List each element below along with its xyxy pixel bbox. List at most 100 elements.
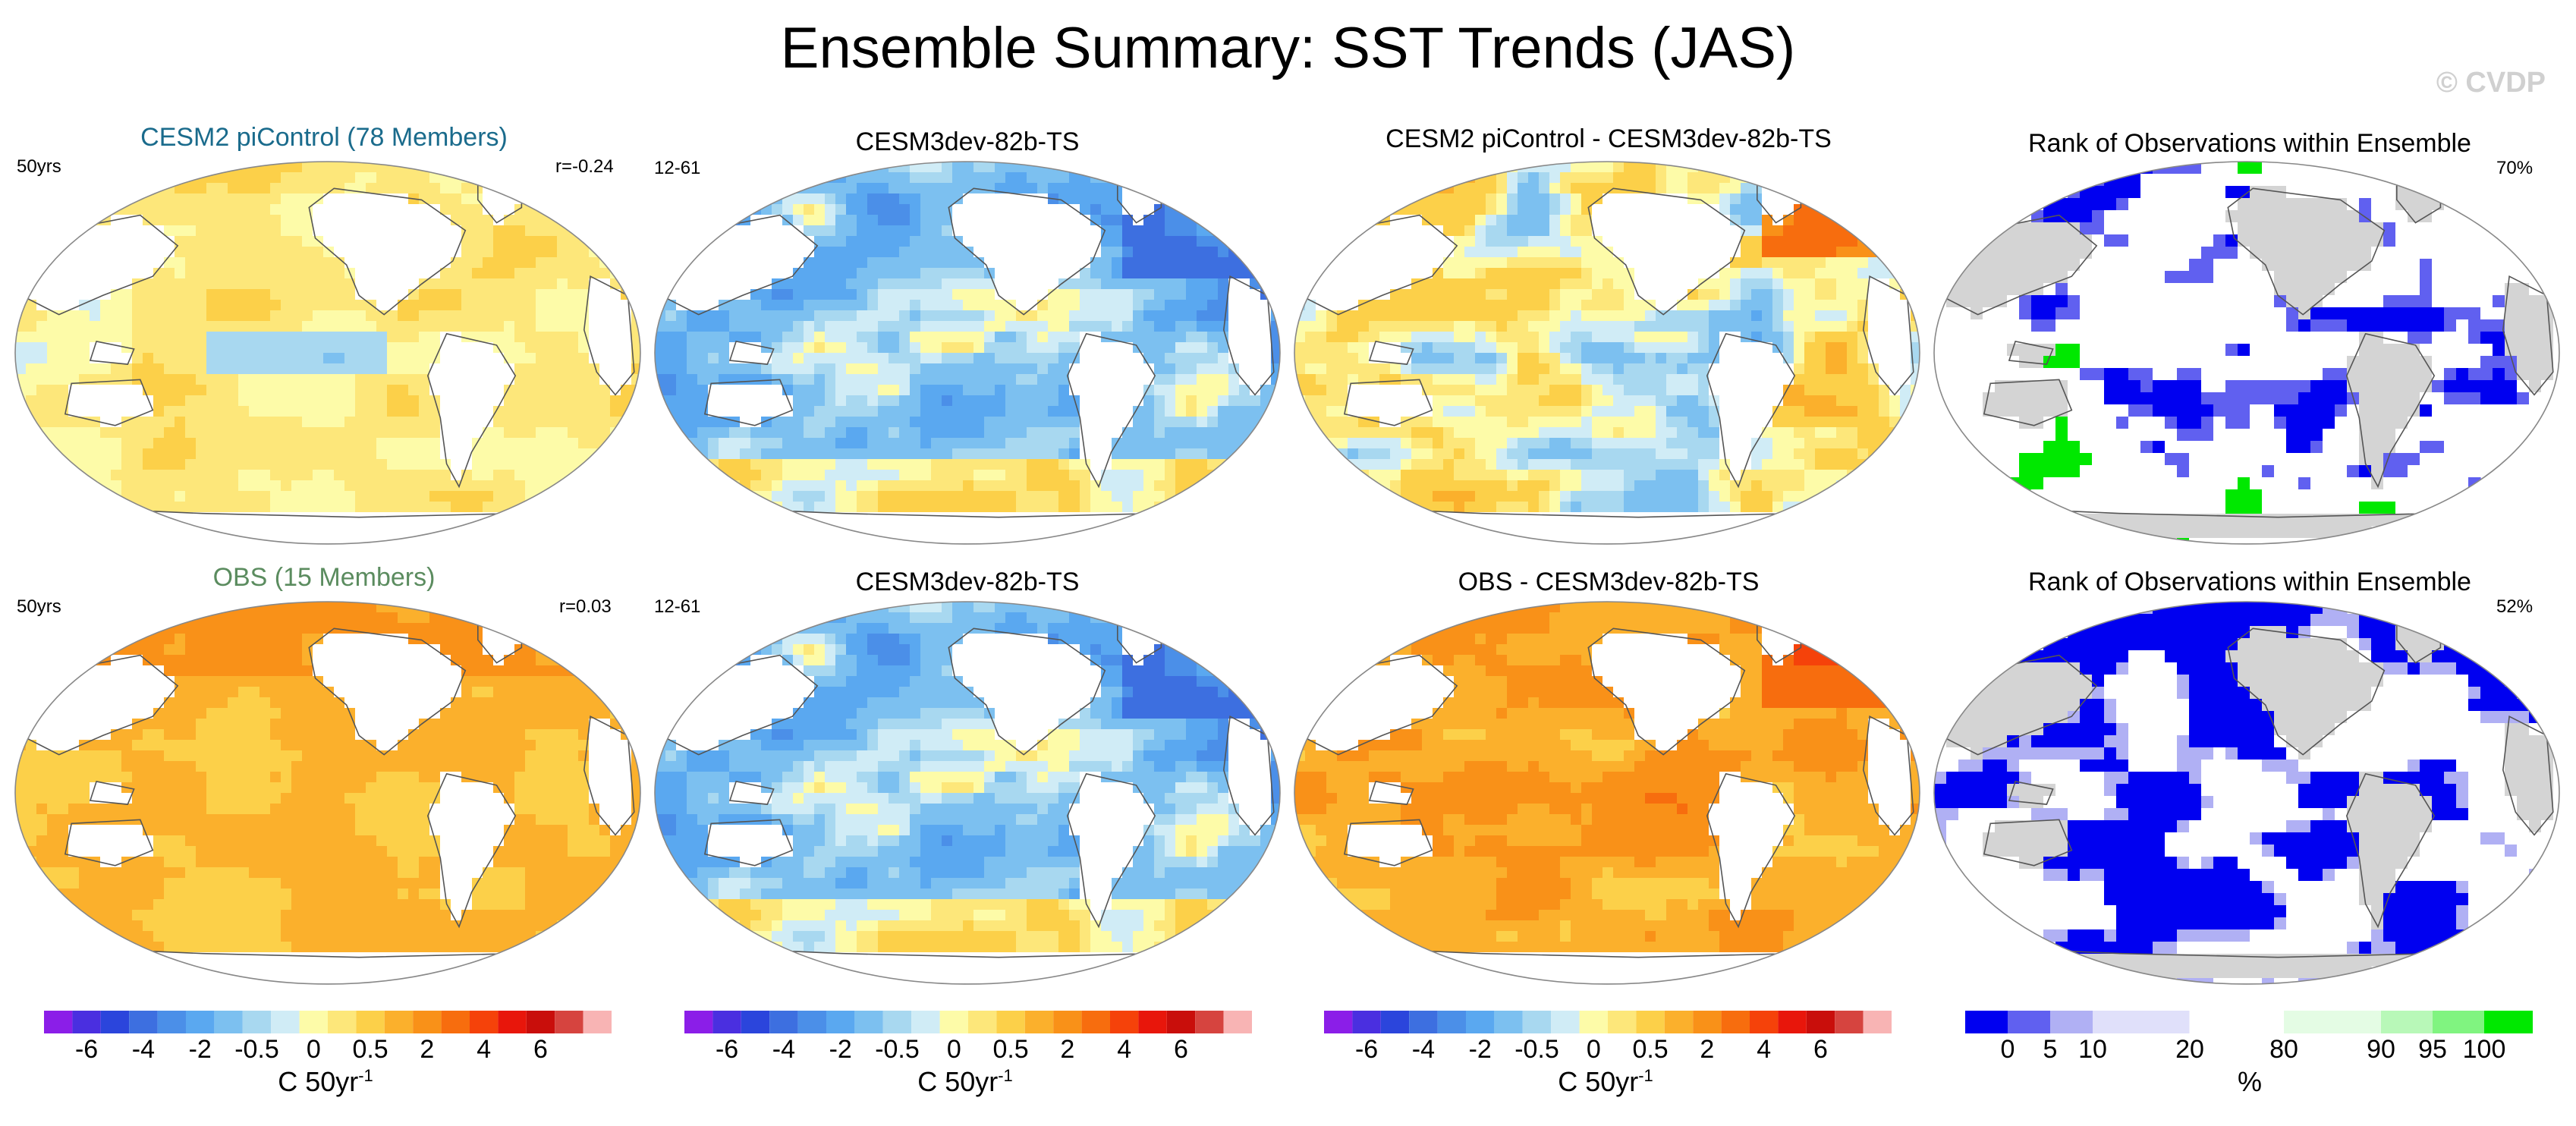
map-cell — [719, 247, 730, 258]
map-cell — [1037, 395, 1049, 407]
map-cell — [1698, 193, 1709, 205]
map-cell — [143, 363, 154, 375]
map-cell — [761, 236, 772, 247]
map-cell — [1475, 374, 1486, 385]
map-cell — [249, 257, 260, 269]
map-cell — [1218, 427, 1229, 439]
map-cell — [568, 278, 579, 290]
map-cell — [1433, 406, 1444, 417]
map-cell — [175, 204, 186, 215]
map-cell — [1826, 268, 1837, 279]
map-cell — [536, 215, 547, 226]
map-cell — [408, 438, 420, 449]
map-cell — [1401, 300, 1412, 311]
map-cell — [782, 353, 794, 364]
map-cell — [1401, 321, 1412, 332]
map-cell — [793, 470, 804, 481]
map-cell — [1783, 363, 1794, 375]
map-cell — [408, 257, 420, 269]
map-cell — [1762, 438, 1773, 449]
map-cell — [387, 225, 398, 237]
map-cell — [206, 225, 218, 237]
map-cell — [1422, 310, 1433, 322]
map-cell — [259, 395, 271, 407]
map-cell — [899, 512, 911, 524]
map-cell — [132, 480, 143, 492]
map-cell — [121, 321, 133, 332]
map-cell — [1656, 204, 1667, 215]
map-cell — [1433, 438, 1444, 449]
map-cell — [867, 289, 879, 300]
map-cell — [1260, 332, 1272, 343]
map-cell — [676, 310, 687, 322]
map-cell — [814, 438, 826, 449]
map-cell — [429, 374, 441, 385]
map-cell — [578, 342, 590, 354]
map-cell — [1772, 215, 1784, 226]
map-cell — [1719, 321, 1731, 332]
map-cell — [1443, 395, 1455, 407]
map-cell — [302, 502, 313, 513]
map-cell — [1687, 162, 1699, 173]
map-cell — [942, 236, 953, 247]
map-cell — [1518, 385, 1529, 396]
map-cell — [238, 491, 250, 502]
map-cell — [1560, 278, 1571, 290]
map-cell — [1730, 342, 1741, 354]
map-cell — [1048, 215, 1059, 226]
map-cell — [185, 395, 197, 407]
map-cell — [1218, 438, 1229, 449]
map-cell — [525, 438, 536, 449]
map-cell — [281, 448, 292, 460]
map-cell — [1433, 448, 1444, 460]
map-cell — [1250, 406, 1261, 417]
map-cell — [323, 257, 335, 269]
map-cell — [1900, 374, 1911, 385]
map-cell — [1666, 257, 1678, 269]
map-cell — [878, 183, 889, 194]
map-cell — [546, 395, 558, 407]
map-cell — [729, 395, 741, 407]
map-cell — [1518, 278, 1529, 290]
map-cell — [878, 204, 889, 215]
map-cell — [761, 427, 772, 439]
map-cell — [313, 374, 324, 385]
map-cell — [514, 310, 526, 322]
map-cell — [504, 332, 515, 343]
map-cell — [1475, 395, 1486, 407]
map-cell — [719, 257, 730, 269]
map-cell — [1496, 289, 1508, 300]
map-cell — [761, 448, 772, 460]
map-cell — [1549, 172, 1561, 184]
map-cell — [259, 491, 271, 502]
map-cell — [259, 162, 271, 173]
map-cell — [867, 300, 879, 311]
map-cell — [1348, 300, 1359, 311]
map-cell — [313, 448, 324, 460]
map-cell — [1143, 427, 1155, 439]
map-cell — [1826, 321, 1837, 332]
map-cell — [504, 491, 515, 502]
map-cell — [249, 300, 260, 311]
map-cell — [36, 417, 48, 428]
map-cell — [1857, 289, 1869, 300]
map-cell — [1058, 183, 1070, 194]
map-cell — [1751, 395, 1763, 407]
map-cell — [1709, 374, 1720, 385]
map-cell — [825, 321, 836, 332]
map-cell — [1687, 353, 1699, 364]
map-cell — [719, 268, 730, 279]
map-cell — [1549, 417, 1561, 428]
map-cell — [68, 427, 80, 439]
map-cell — [387, 268, 398, 279]
map-cell — [1411, 385, 1423, 396]
map-cell — [846, 342, 857, 354]
coastline — [426, 332, 517, 489]
map-cell — [1613, 204, 1625, 215]
map-cell — [1401, 363, 1412, 375]
map-cell — [697, 374, 709, 385]
map-cell — [249, 491, 260, 502]
map-cell — [1027, 438, 1038, 449]
map-cell — [111, 385, 122, 396]
map-cell — [1348, 374, 1359, 385]
